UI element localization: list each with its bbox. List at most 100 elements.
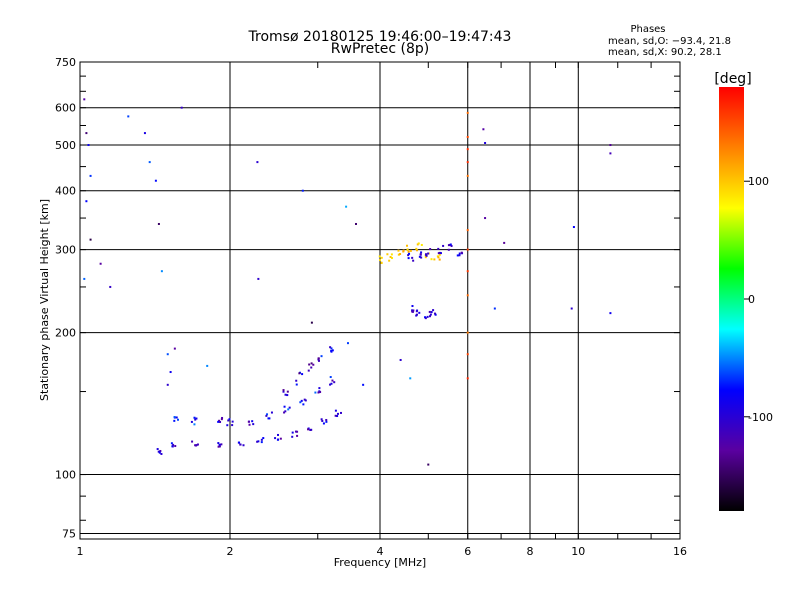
data-point xyxy=(317,391,320,394)
stats-o-line: mean, sd,O: −93.4, 21.8 xyxy=(608,36,731,47)
data-point xyxy=(303,398,306,401)
data-point xyxy=(412,309,415,312)
data-point xyxy=(265,414,268,417)
data-point xyxy=(171,445,174,448)
data-point xyxy=(609,144,612,147)
data-point xyxy=(391,257,394,260)
data-point xyxy=(466,248,469,251)
data-point xyxy=(247,420,250,423)
data-points xyxy=(83,98,612,466)
data-point xyxy=(442,244,445,247)
data-point xyxy=(291,431,294,434)
data-point xyxy=(322,422,325,425)
data-point xyxy=(85,200,88,203)
data-point xyxy=(331,349,334,352)
data-point xyxy=(300,399,303,402)
data-point xyxy=(609,312,612,315)
data-point xyxy=(399,253,402,256)
data-point xyxy=(296,434,299,437)
data-point xyxy=(466,377,469,380)
data-point xyxy=(418,311,421,314)
data-point xyxy=(362,383,365,386)
data-point xyxy=(262,437,265,440)
y-axis-ticks: 75 100 200 300 400 500 600 750 xyxy=(55,56,680,540)
data-point xyxy=(282,389,285,392)
data-point xyxy=(449,243,452,246)
data-point xyxy=(433,258,436,261)
data-point xyxy=(329,376,332,379)
data-point xyxy=(99,262,102,265)
data-point xyxy=(319,391,322,394)
data-point xyxy=(170,442,173,445)
data-point xyxy=(430,258,433,261)
y-tick-label: 500 xyxy=(55,139,76,152)
data-point xyxy=(609,152,612,155)
data-point xyxy=(154,179,157,182)
x-tick-label: 10 xyxy=(571,545,585,558)
data-point xyxy=(321,419,324,422)
colorbar xyxy=(719,87,744,511)
data-point xyxy=(157,450,160,453)
y-tick-label: 100 xyxy=(55,469,76,482)
data-point xyxy=(430,311,433,314)
data-point xyxy=(193,423,196,426)
data-point xyxy=(314,391,317,394)
data-point xyxy=(415,247,418,250)
data-point xyxy=(388,259,391,262)
x-tick-label: 6 xyxy=(464,545,471,558)
data-point xyxy=(390,253,393,256)
data-point xyxy=(408,252,411,255)
data-point xyxy=(301,373,304,376)
data-point xyxy=(274,437,277,440)
data-point xyxy=(217,442,220,445)
data-point xyxy=(334,409,337,412)
data-point xyxy=(242,444,245,447)
data-point xyxy=(166,353,169,356)
colorbar-tick-label: 100 xyxy=(748,175,769,188)
data-point xyxy=(417,242,420,245)
data-point xyxy=(287,408,290,411)
y-tick-label: 300 xyxy=(55,244,76,257)
stats-heading: Phases xyxy=(630,24,665,35)
data-point xyxy=(336,412,339,415)
data-point xyxy=(277,433,280,436)
data-point xyxy=(484,141,487,144)
data-point xyxy=(339,411,342,414)
data-point xyxy=(279,437,282,440)
data-point xyxy=(286,394,289,397)
x-axis-ticks: 1 2 4 6 8 10 16 xyxy=(77,62,687,558)
data-point xyxy=(160,452,163,455)
data-point xyxy=(418,255,421,258)
data-point xyxy=(260,441,263,444)
data-point xyxy=(397,253,400,256)
data-point xyxy=(176,418,179,421)
data-point xyxy=(389,256,392,259)
data-point xyxy=(466,174,469,177)
data-point xyxy=(409,249,412,252)
data-point xyxy=(330,347,333,350)
data-point xyxy=(411,309,414,312)
data-point xyxy=(218,443,221,446)
data-point xyxy=(466,148,469,151)
data-point xyxy=(317,359,320,362)
data-point xyxy=(318,387,321,390)
data-point xyxy=(175,416,178,419)
data-point xyxy=(466,111,469,114)
data-point xyxy=(411,310,414,313)
data-point xyxy=(437,256,440,259)
colorbar-label: [deg] xyxy=(714,71,751,87)
data-point xyxy=(190,420,193,423)
data-point xyxy=(407,257,410,260)
data-point xyxy=(257,440,260,443)
data-point xyxy=(284,410,287,413)
data-point xyxy=(317,357,320,360)
data-point xyxy=(89,238,92,241)
data-point xyxy=(220,443,223,446)
data-point xyxy=(193,416,196,419)
data-point xyxy=(286,390,289,393)
data-point xyxy=(226,424,229,427)
data-point xyxy=(307,428,310,431)
data-point xyxy=(484,217,487,220)
y-tick-label: 400 xyxy=(55,185,76,198)
y-tick-label: 200 xyxy=(55,327,76,340)
